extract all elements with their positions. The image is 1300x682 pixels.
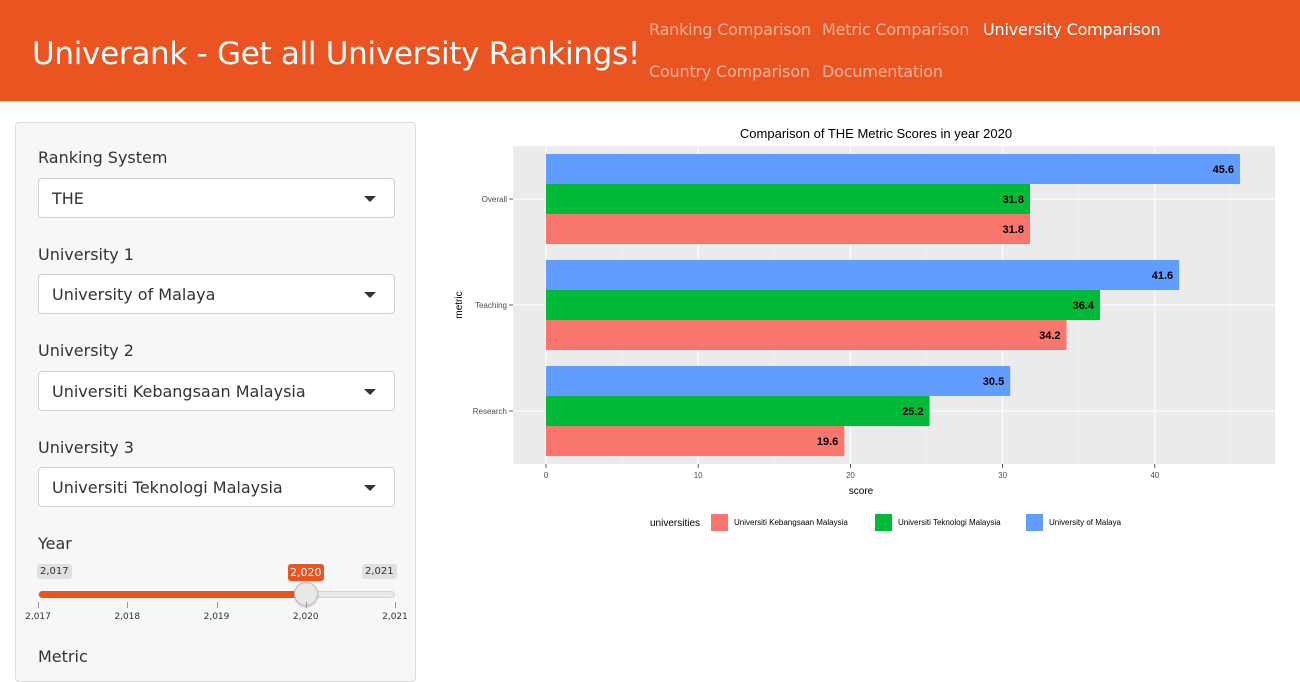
bar-value-label: 25.2 <box>902 406 923 418</box>
sidebar-panel: Ranking System THE University 1 Universi… <box>15 122 416 682</box>
university1-select[interactable]: University of Malaya <box>38 274 395 314</box>
bar-value-label: 31.8 <box>1003 224 1024 236</box>
ranking-system-select[interactable]: THE <box>38 178 395 218</box>
year-current-label: 2,020 <box>287 564 324 581</box>
y-tick-label: Research <box>473 407 507 416</box>
bar-overall-0 <box>546 214 1030 244</box>
bar-research-1 <box>546 396 930 426</box>
y-tick-label: Teaching <box>475 301 507 310</box>
university1-value: University of Malaya <box>52 285 216 304</box>
navbar: Univerank - Get all University Rankings!… <box>0 0 1300 101</box>
year-slider-tick-label: 2,018 <box>114 612 141 622</box>
year-slider-tick <box>127 602 129 608</box>
university2-value: Universiti Kebangsaan Malaysia <box>52 382 306 401</box>
legend-label-1: Universiti Teknologi Malaysia <box>898 518 1001 527</box>
bar-value-label: 36.4 <box>1073 300 1095 312</box>
chart-svg: Comparison of THE Metric Scores in year … <box>454 126 1275 531</box>
bar-value-label: 41.6 <box>1152 270 1173 282</box>
nav-country-comparison[interactable]: Country Comparison <box>649 62 810 81</box>
x-tick-label: 0 <box>544 471 549 480</box>
nav-documentation[interactable]: Documentation <box>822 62 943 81</box>
bar-value-label: 19.6 <box>817 436 838 448</box>
university1-label: University 1 <box>38 245 134 264</box>
y-tick-label: Overall <box>482 195 508 204</box>
bar-research-2 <box>546 366 1011 396</box>
year-slider-tick-label: 2,019 <box>203 612 230 622</box>
x-tick-label: 30 <box>998 471 1007 480</box>
bar-value-label: 30.5 <box>983 376 1004 388</box>
bar-value-label: 31.8 <box>1003 194 1024 206</box>
metric-comparison-chart: Comparison of THE Metric Scores in year … <box>445 122 1285 542</box>
bar-teaching-0 <box>546 320 1067 350</box>
year-label: Year <box>38 534 72 553</box>
bar-teaching-2 <box>546 260 1180 290</box>
ranking-system-value: THE <box>52 189 84 208</box>
chevron-down-icon <box>364 389 376 395</box>
legend-swatch-0 <box>711 514 728 531</box>
bar-value-label: 45.6 <box>1213 164 1234 176</box>
y-axis-label: metric <box>454 291 465 318</box>
legend-swatch-2 <box>1026 514 1043 531</box>
year-slider-fill <box>39 591 307 598</box>
x-tick-label: 40 <box>1150 471 1159 480</box>
brand-title: Univerank - Get all University Rankings! <box>32 36 640 72</box>
chevron-down-icon <box>364 485 376 491</box>
year-slider-tick <box>38 602 39 608</box>
chevron-down-icon <box>364 196 376 202</box>
year-slider-track[interactable] <box>38 591 395 598</box>
bar-overall-1 <box>546 184 1030 214</box>
year-slider-tick-label: 2,020 <box>292 612 319 622</box>
ranking-system-label: Ranking System <box>38 148 168 167</box>
nav-ranking-comparison[interactable]: Ranking Comparison <box>649 20 812 39</box>
bar-research-0 <box>546 426 845 456</box>
legend-title: universities <box>650 518 700 529</box>
bar-value-label: 34.2 <box>1039 330 1060 342</box>
year-slider-tick <box>305 602 307 608</box>
x-tick-label: 10 <box>694 471 703 480</box>
year-min-label: 2,017 <box>37 564 72 579</box>
metric-label: Metric <box>38 647 88 666</box>
nav-metric-comparison[interactable]: Metric Comparison <box>822 20 970 39</box>
year-slider-tick-label: 2,021 <box>382 612 408 622</box>
university3-label: University 3 <box>38 438 134 457</box>
chevron-down-icon <box>364 292 376 298</box>
university3-select[interactable]: Universiti Teknologi Malaysia <box>38 467 395 507</box>
university2-select[interactable]: Universiti Kebangsaan Malaysia <box>38 371 395 411</box>
year-max-label: 2,021 <box>362 564 397 579</box>
bar-overall-2 <box>546 154 1241 184</box>
legend-swatch-1 <box>875 514 892 531</box>
nav-university-comparison[interactable]: University Comparison <box>983 20 1161 39</box>
university2-label: University 2 <box>38 341 134 360</box>
x-tick-label: 20 <box>846 471 855 480</box>
year-slider-tick <box>216 602 218 608</box>
chart-title: Comparison of THE Metric Scores in year … <box>740 126 1012 141</box>
year-slider-tick-label: 2,017 <box>25 612 51 622</box>
legend-label-2: University of Malaya <box>1049 518 1122 527</box>
x-axis-label: score <box>849 486 874 497</box>
university3-value: Universiti Teknologi Malaysia <box>52 478 283 497</box>
legend-label-0: Universiti Kebangsaan Malaysia <box>734 518 848 527</box>
bar-teaching-1 <box>546 290 1101 320</box>
year-slider-tick <box>395 602 396 608</box>
